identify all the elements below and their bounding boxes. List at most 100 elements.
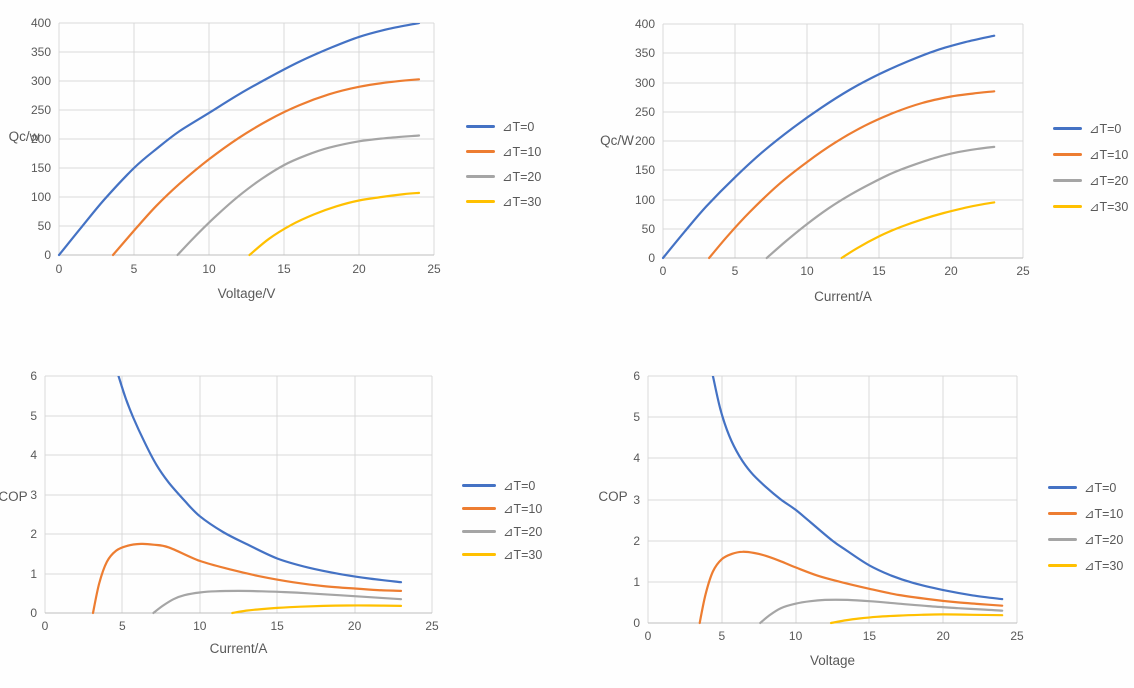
x-tick-label: 10 — [800, 264, 814, 278]
y-tick-label: 350 — [634, 46, 655, 61]
y-tick-label: 0 — [44, 248, 51, 262]
series-line-2 — [765, 145, 996, 260]
x-tick-label: 10 — [202, 262, 216, 276]
y-tick-label: 4 — [633, 451, 640, 466]
y-tick-label: 4 — [30, 448, 37, 462]
y-tick-label: 6 — [30, 369, 37, 383]
legend-item-2: ⊿T=20 — [1048, 526, 1123, 552]
legend-swatch-3 — [1053, 204, 1082, 208]
x-axis-title: Voltage/V — [217, 286, 276, 301]
series-line-2 — [759, 598, 1004, 625]
x-tick-label: 15 — [862, 629, 877, 643]
y-tick-label: 300 — [30, 74, 51, 88]
gridlines — [662, 23, 1024, 259]
legend-label-2: ⊿T=20 — [503, 525, 543, 539]
y-tick-label: 250 — [30, 103, 51, 117]
y-tick-label: 0 — [648, 251, 655, 265]
x-tick-label: 0 — [55, 262, 63, 276]
legend-item-3: ⊿T=30 — [1053, 193, 1128, 219]
legend-label-2: ⊿T=20 — [1084, 532, 1124, 547]
series-line-2 — [152, 589, 403, 615]
y-tick-label: 300 — [634, 75, 655, 90]
y-tick-label: 5 — [633, 410, 640, 425]
y-tick-label: 3 — [30, 487, 37, 502]
legend-swatch-1 — [462, 507, 496, 510]
legend-label-3: ⊿T=30 — [503, 548, 543, 562]
y-tick-label: 3 — [633, 492, 640, 507]
x-tick-label: 10 — [193, 619, 207, 633]
legend-label-1: ⊿T=10 — [503, 502, 543, 516]
x-tick-label: 25 — [425, 619, 439, 633]
x-tick-label: 20 — [944, 264, 958, 278]
series-line-0 — [711, 376, 1004, 601]
legend-item-3: ⊿T=30 — [462, 543, 542, 566]
legend-item-3: ⊿T=30 — [466, 189, 541, 214]
legend-label-0: ⊿T=0 — [503, 479, 536, 493]
plot-area — [661, 23, 1024, 260]
x-tick-label: 25 — [1016, 264, 1030, 278]
legend-swatch-2 — [1048, 537, 1077, 541]
legend-label-0: ⊿T=0 — [1084, 480, 1117, 495]
legend: ⊿T=0 ⊿T=10 ⊿T=20 ⊿T=30 — [1048, 474, 1123, 578]
legend-item-1: ⊿T=10 — [466, 139, 541, 164]
y-tick-label: 1 — [30, 566, 37, 581]
series-line-1 — [698, 550, 1004, 625]
legend-swatch-2 — [1053, 178, 1082, 182]
legend-swatch-1 — [1053, 152, 1082, 156]
x-tick-label: 10 — [788, 629, 803, 643]
x-axis-title: Voltage — [809, 653, 856, 668]
x-tick-label: 5 — [119, 619, 126, 633]
series-line-0 — [661, 34, 996, 260]
y-tick-label: 0 — [30, 606, 37, 620]
plot-area — [44, 375, 433, 615]
legend-item-3: ⊿T=30 — [1048, 552, 1123, 578]
legend-swatch-0 — [1048, 485, 1077, 489]
legend-label-3: ⊿T=30 — [502, 195, 542, 209]
series-line-0 — [57, 23, 421, 257]
y-tick-label: 50 — [641, 221, 655, 236]
x-tick-label: 15 — [277, 262, 291, 276]
x-tick-label: 0 — [644, 629, 652, 643]
legend-swatch-3 — [1048, 563, 1077, 567]
legend-label-1: ⊿T=10 — [502, 145, 542, 159]
x-tick-label: 15 — [872, 264, 886, 278]
legend-swatch-2 — [462, 530, 496, 533]
legend-swatch-0 — [462, 484, 496, 487]
legend-swatch-3 — [466, 200, 495, 203]
series-line-1 — [111, 78, 421, 257]
series-line-3 — [248, 191, 421, 257]
y-axis-title: COP — [0, 489, 28, 504]
x-tick-label: 5 — [130, 262, 138, 276]
series-line-3 — [829, 613, 1004, 625]
x-tick-label: 0 — [659, 264, 667, 278]
legend-item-0: ⊿T=0 — [1053, 115, 1128, 141]
x-axis-title: Current/A — [209, 641, 268, 656]
x-tick-label: 0 — [41, 619, 49, 633]
y-tick-label: 150 — [634, 163, 655, 178]
x-tick-label: 15 — [270, 619, 284, 633]
y-tick-label: 50 — [37, 219, 51, 233]
y-axis-title: COP — [598, 489, 628, 504]
y-tick-label: 250 — [634, 104, 655, 119]
x-tick-label: 25 — [427, 262, 441, 276]
legend-item-2: ⊿T=20 — [466, 164, 541, 189]
x-axis-title: Current/A — [814, 289, 872, 304]
legend-label-2: ⊿T=20 — [1089, 173, 1129, 188]
gridlines — [647, 375, 1018, 624]
y-tick-label: 350 — [30, 45, 51, 59]
series-line-3 — [231, 604, 403, 615]
legend-label-0: ⊿T=0 — [1089, 121, 1122, 136]
y-axis-title: Qc/W — [600, 133, 634, 148]
legend-swatch-1 — [466, 150, 495, 153]
legend-item-0: ⊿T=0 — [466, 114, 541, 139]
x-tick-label: 25 — [1010, 629, 1024, 643]
x-tick-label: 20 — [352, 262, 366, 276]
legend-item-0: ⊿T=0 — [1048, 474, 1123, 500]
legend: ⊿T=0 ⊿T=10 ⊿T=20 ⊿T=30 — [1053, 115, 1128, 219]
y-tick-label: 100 — [30, 190, 51, 204]
legend-swatch-0 — [466, 125, 495, 128]
